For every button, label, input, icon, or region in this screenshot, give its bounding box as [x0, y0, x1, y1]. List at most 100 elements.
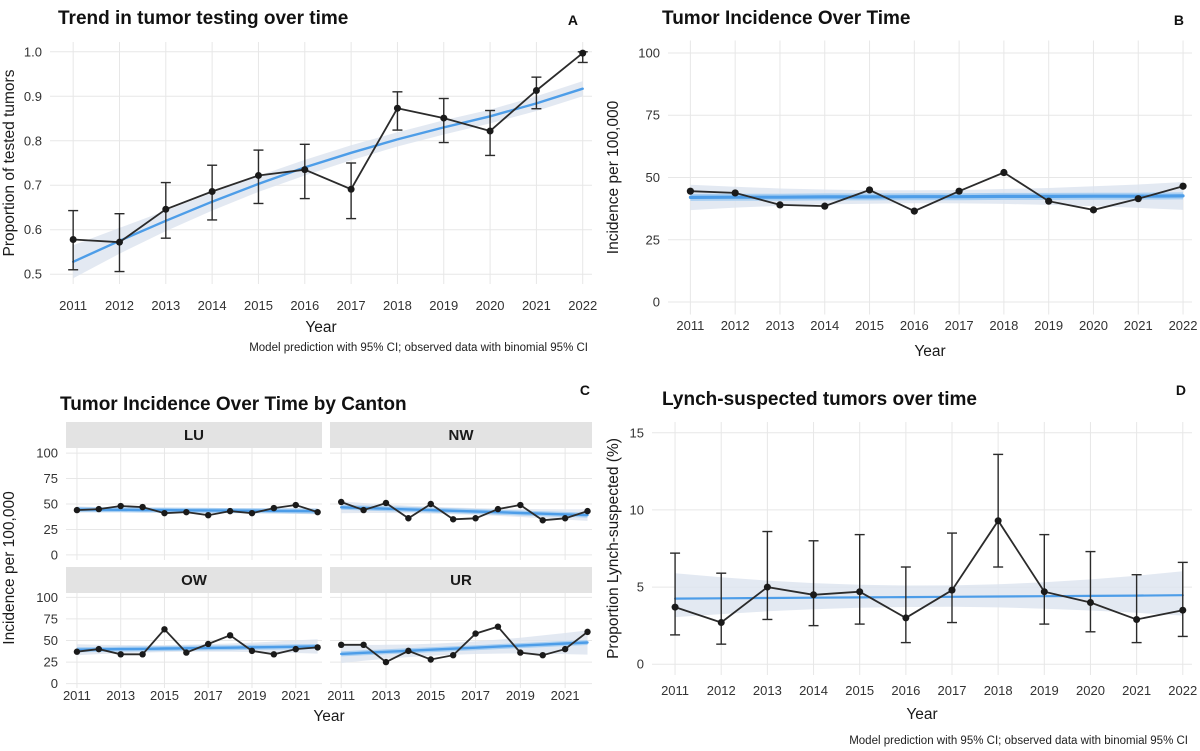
panel-a: Trend in tumor testing over time A 2011 2… — [0, 0, 600, 375]
observed-point — [337, 498, 345, 506]
observed-point — [161, 626, 168, 633]
x-axis-label: Year — [313, 708, 344, 725]
y-tick-label: 0.8 — [24, 133, 42, 148]
observed-point — [486, 127, 494, 135]
x-tick-label: 2020 — [1079, 318, 1108, 333]
observed-point — [405, 515, 412, 522]
observed-point — [579, 49, 587, 57]
observed-point — [810, 591, 818, 599]
observed-point — [69, 236, 77, 244]
observed-point — [1086, 598, 1094, 606]
x-tick-label: 2020 — [1076, 683, 1105, 698]
y-tick-label: 75 — [44, 611, 58, 626]
x-tick-label: 2013 — [106, 688, 135, 703]
x-tick-label: 2012 — [707, 683, 736, 698]
observed-point — [532, 86, 540, 94]
observed-point — [95, 505, 103, 513]
x-tick-label: 2019 — [506, 688, 535, 703]
panel-b-tag: B — [1173, 12, 1184, 28]
observed-point — [1000, 168, 1008, 177]
y-tick-label: 0 — [653, 295, 660, 310]
observed-point — [763, 583, 771, 591]
observed-point — [270, 651, 278, 658]
model-ci-ribbon — [73, 81, 583, 279]
model-line — [688, 194, 1185, 199]
observed-point — [731, 189, 739, 197]
x-tick-label: 2015 — [855, 318, 884, 333]
y-tick-label: 50 — [44, 497, 58, 512]
panel-d-caption: Model prediction with 95% CI; observed d… — [849, 735, 1188, 747]
x-tick-label: 2014 — [810, 318, 839, 333]
panel-d-plot: 2011 2012 2013 2014 2015 2016 2017 2018 2019 2020… — [605, 422, 1197, 723]
y-tick-label: 25 — [44, 655, 58, 670]
observed-point — [183, 649, 190, 656]
x-tick-label: 2015 — [845, 683, 874, 698]
observed-point — [994, 517, 1002, 525]
x-tick-label: 2014 — [198, 298, 227, 313]
x-tick-label: 2013 — [372, 688, 401, 703]
observed-line — [690, 171, 1184, 213]
x-tick-label: 2013 — [151, 298, 180, 313]
observed-point — [440, 114, 448, 122]
observed-point — [95, 645, 103, 653]
x-tick-label: 2021 — [281, 688, 310, 703]
observed-point — [117, 651, 124, 658]
model-ci-ribbon — [675, 571, 1183, 618]
y-axis-label: Proportion Lynch-suspected (%) — [605, 438, 622, 659]
panel-b-plot: 2011 2012 2013 2014 2015 2016 2017 2018 2019 2020… — [605, 40, 1198, 360]
observed-point — [1179, 606, 1187, 614]
y-axis-label: Incidence per 100,000 — [605, 100, 622, 254]
x-tick-label: 2017 — [194, 688, 223, 703]
x-tick-label: 2017 — [337, 298, 366, 313]
y-tick-label: 1.0 — [24, 44, 42, 59]
observed-point — [314, 508, 321, 516]
x-tick-label: 2015 — [416, 688, 445, 703]
model-line — [673, 594, 1184, 600]
panel-b-title: Tumor Incidence Over Time — [662, 8, 911, 29]
observed-point — [270, 504, 278, 512]
x-tick-label: 2018 — [383, 298, 412, 313]
y-tick-label: 25 — [44, 522, 58, 537]
observed-point — [205, 512, 212, 519]
y-tick-label: 100 — [36, 590, 58, 605]
observed-point — [865, 186, 874, 194]
x-tick-label: 2017 — [938, 683, 967, 698]
facet-label: OW — [181, 572, 208, 589]
facet-label: UR — [450, 572, 472, 589]
observed-point — [382, 658, 390, 666]
x-tick-label: 2020 — [476, 298, 505, 313]
facet-strip — [66, 567, 322, 593]
observed-point — [382, 499, 390, 507]
y-axis-label: Proportion of tested tumors — [1, 69, 18, 256]
x-tick-label: 2016 — [900, 318, 929, 333]
observed-point — [948, 586, 956, 594]
y-tick-label: 0 — [51, 676, 58, 691]
observed-point — [205, 640, 212, 648]
observed-point — [494, 505, 502, 513]
panel-a-caption: Model prediction with 95% CI; observed d… — [249, 342, 588, 354]
y-tick-label: 75 — [44, 471, 58, 486]
observed-point — [427, 500, 434, 508]
x-axis-label: Year — [914, 343, 945, 360]
x-tick-label: 2022 — [568, 298, 597, 313]
observed-point — [337, 641, 345, 649]
observed-point — [115, 238, 123, 246]
x-tick-label: 2019 — [1034, 318, 1063, 333]
x-tick-label: 2021 — [1124, 318, 1153, 333]
observed-point — [472, 630, 479, 637]
y-tick-label: 0.9 — [24, 89, 42, 104]
y-tick-label: 0.5 — [24, 267, 42, 282]
observed-point — [73, 648, 81, 655]
observed-point — [1045, 197, 1053, 205]
model-line — [75, 508, 319, 513]
x-tick-label: 2018 — [984, 683, 1013, 698]
panel-a-title: Trend in tumor testing over time — [58, 8, 349, 29]
observed-point — [1133, 615, 1141, 623]
panel-d-tag: D — [1175, 382, 1186, 398]
observed-point — [910, 207, 918, 215]
observed-point — [1089, 206, 1098, 214]
y-tick-label: 50 — [646, 170, 660, 185]
observed-point — [539, 517, 546, 524]
y-tick-label: 0 — [51, 547, 58, 562]
observed-point — [292, 501, 299, 509]
